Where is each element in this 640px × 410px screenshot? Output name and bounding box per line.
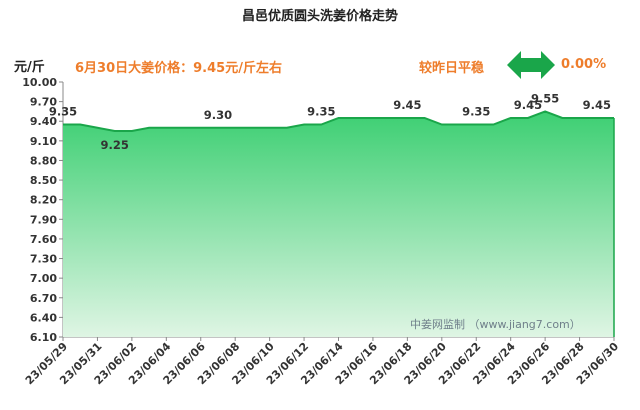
price-line [63,110,614,133]
y-tick-label: 6.70 [30,292,57,305]
y-tick-label: 8.50 [30,174,57,187]
y-tick-label: 7.30 [30,253,57,266]
y-tick-label: 7.00 [30,272,57,285]
price-area-fill [63,111,614,337]
data-label: 9.45 [583,98,611,112]
chart-title: 昌邑优质圆头洗姜价格走势 [241,9,398,24]
y-tick-label: 9.70 [30,96,57,109]
data-label: 9.30 [204,108,232,122]
y-tick-label: 8.20 [30,194,57,207]
y-tick-label: 6.10 [30,331,57,344]
data-label: 9.35 [307,105,335,119]
price-note: 6月30日大姜价格：9.45元/斤左右 [75,61,282,76]
data-label: 9.45 [393,98,421,112]
data-label: 9.45 [514,98,542,112]
unit-label: 元/斤 [14,60,45,75]
left-right-arrow-icon [507,51,555,79]
y-tick-label: 8.80 [30,154,57,167]
data-label: 9.55 [531,91,559,105]
y-tick-label: 7.60 [30,233,57,246]
y-tick-label: 7.90 [30,213,57,226]
data-label: 9.35 [49,105,77,119]
y-tick-label: 9.40 [30,115,57,128]
watermark: 中姜网监制 （www.jiang7.com） [410,318,581,331]
y-tick-label: 9.10 [30,135,57,148]
data-label: 9.25 [100,138,128,152]
y-tick-label: 6.40 [30,311,57,324]
y-tick-label: 10.00 [22,76,57,89]
data-label: 9.35 [462,105,490,119]
change-label: 较昨日平稳 [419,61,485,76]
change-percent: 0.00% [561,57,607,72]
